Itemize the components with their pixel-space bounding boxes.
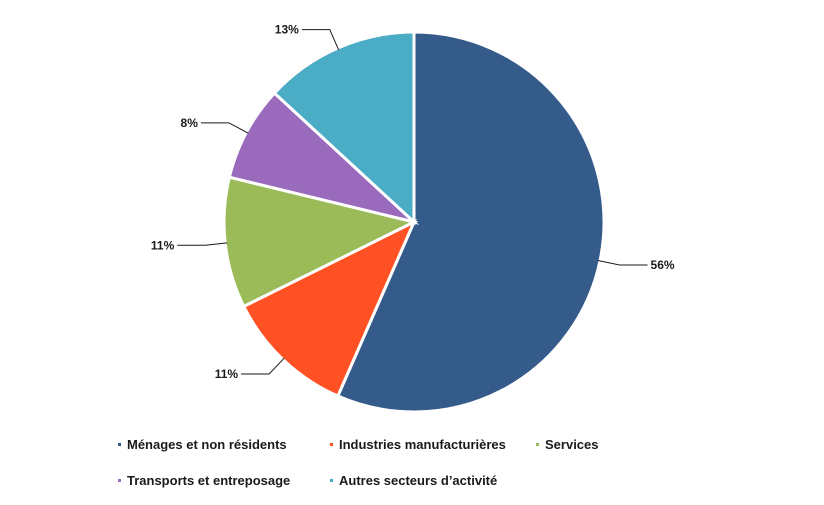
legend-label: Industries manufacturières: [339, 436, 506, 452]
pie-chart: 56% 11% 11% 8% 13% Ménages et non résidents …: [118, 23, 675, 488]
legend-row-2: Transports et entreposage Autres secteur…: [118, 469, 678, 491]
legend-label: Ménages et non résidents: [127, 436, 287, 452]
legend-item: Services: [536, 437, 656, 452]
leader-line: [200, 122, 249, 134]
legend-swatch: [330, 478, 333, 482]
legend: Ménages et non résidents Industries manu…: [118, 433, 678, 505]
legend-swatch: [536, 442, 539, 446]
legend-label: Transports et entreposage: [127, 472, 291, 488]
legend-row-1: Ménages et non résidents Industries manu…: [118, 433, 678, 455]
legend-item: Autres secteurs d’activité: [330, 473, 550, 488]
legend-swatch: [118, 478, 121, 482]
legend-swatch: [118, 442, 121, 446]
slice-percent-label: 11%: [151, 238, 175, 252]
slice-percent-label: 13%: [275, 23, 299, 37]
leader-line: [241, 357, 285, 375]
legend-swatch: [330, 442, 333, 446]
slice-percent-label: 8%: [181, 116, 199, 130]
legend-label: Autres secteurs d’activité: [339, 472, 498, 488]
slice-percent-label: 11%: [215, 367, 239, 381]
slice-percent-label: 56%: [651, 258, 675, 272]
leader-line: [177, 242, 228, 246]
legend-item: Ménages et non résidents: [118, 437, 330, 452]
legend-label: Services: [545, 436, 599, 452]
legend-item: Transports et entreposage: [118, 473, 330, 488]
leader-line: [597, 260, 648, 266]
legend-item: Industries manufacturières: [330, 437, 536, 452]
leader-line: [301, 29, 340, 50]
pie-chart-plot: 56% 11% 11% 8% 13%: [151, 23, 675, 414]
